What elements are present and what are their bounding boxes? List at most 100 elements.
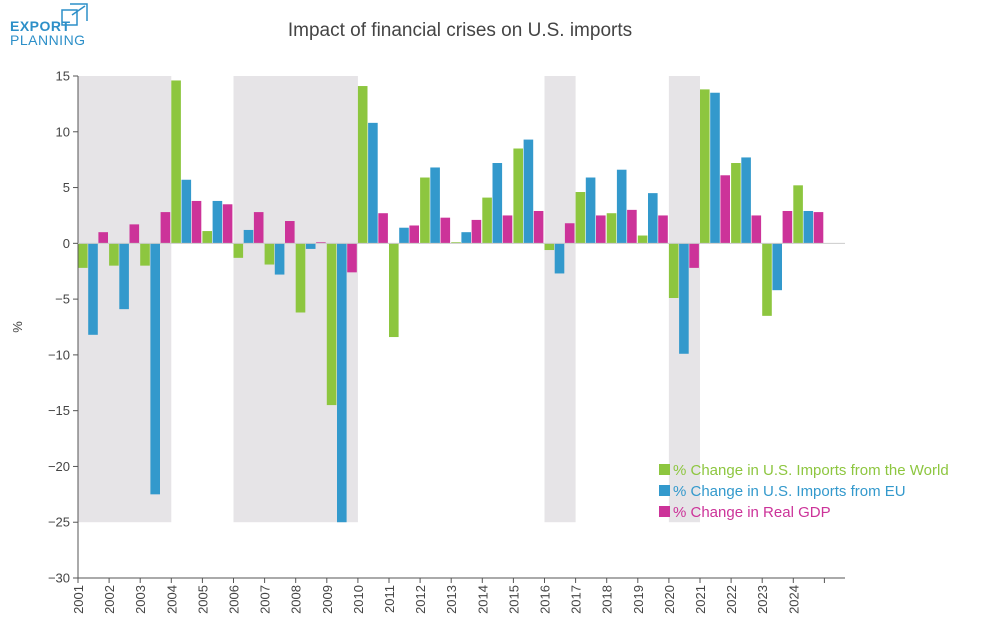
x-tick-label: 2008 [289, 585, 304, 614]
bar-world-2019 [637, 235, 648, 244]
bar-eu-2013 [461, 232, 471, 244]
bar-gdp-2014 [502, 215, 513, 244]
chart-title: Impact of financial crises on U.S. impor… [288, 20, 632, 41]
bar-eu-2016 [554, 243, 565, 274]
bar-eu-2011 [399, 227, 409, 244]
y-tick-label: −30 [48, 571, 70, 586]
bar-world-2012 [420, 177, 430, 244]
bar-gdp-2015 [533, 210, 544, 244]
bar-gdp-2001 [98, 232, 108, 244]
bar-eu-2017 [585, 177, 596, 244]
bar-world-2022 [731, 163, 741, 244]
bar-gdp-2024 [813, 212, 824, 244]
bars-layer [78, 80, 824, 523]
legend-swatch-eu [659, 485, 670, 496]
bar-gdp-2019 [658, 215, 668, 244]
bar-eu-2006 [243, 229, 254, 244]
bar-gdp-2012 [440, 217, 451, 244]
bar-world-2009 [326, 243, 337, 406]
y-tick-label: −5 [55, 292, 70, 307]
bar-gdp-2017 [596, 215, 606, 244]
bar-world-2005 [202, 231, 212, 244]
x-tick-label: 2006 [227, 585, 242, 614]
bar-eu-2023 [772, 243, 782, 291]
bar-world-2020 [668, 243, 679, 298]
y-tick-label: 5 [63, 180, 70, 195]
bar-eu-2010 [368, 122, 378, 244]
bar-eu-2019 [648, 193, 658, 244]
y-tick-label: 10 [56, 124, 70, 139]
bar-gdp-2016 [564, 223, 575, 244]
bar-eu-2014 [492, 163, 503, 244]
x-tick-label: 2007 [258, 585, 273, 614]
bar-world-2017 [575, 192, 586, 244]
x-tick-label: 2021 [693, 585, 708, 614]
crisis-period-2016-2016 [544, 76, 576, 523]
bar-world-2001 [78, 243, 88, 268]
x-tick-label: 2004 [164, 585, 179, 614]
bar-world-2004 [171, 80, 181, 244]
bar-gdp-2011 [409, 225, 419, 244]
bar-eu-2001 [88, 243, 98, 335]
bar-eu-2015 [523, 139, 534, 244]
bar-eu-2008 [305, 243, 316, 249]
x-tick-label: 2024 [786, 585, 801, 614]
x-tick-label: 2018 [600, 585, 615, 614]
x-tick-label: 2015 [506, 585, 521, 614]
legend: % Change in U.S. Imports from the World%… [659, 462, 949, 521]
x-tick-label: 2011 [382, 585, 397, 613]
y-tick-label: −20 [48, 459, 70, 474]
bar-eu-2007 [274, 243, 285, 275]
bar-world-2006 [233, 243, 244, 258]
y-tick-label: 15 [56, 69, 70, 84]
bar-eu-2009 [337, 243, 347, 523]
legend-label-world: % Change in U.S. Imports from the World [673, 462, 949, 479]
bar-world-2013 [451, 242, 461, 244]
x-tick-label: 2017 [569, 585, 584, 614]
bar-eu-2021 [710, 92, 720, 244]
bar-gdp-2018 [627, 209, 637, 244]
x-tick-label: 2009 [320, 585, 335, 614]
bar-eu-2018 [616, 169, 627, 244]
bar-world-2024 [793, 185, 803, 244]
x-tick-label: 2003 [133, 585, 148, 614]
bar-world-2003 [140, 243, 150, 266]
bar-gdp-2009 [347, 243, 357, 273]
bar-gdp-2002 [129, 224, 140, 244]
bar-world-2015 [513, 148, 523, 244]
bar-eu-2024 [803, 210, 814, 244]
bar-world-2007 [264, 243, 275, 265]
legend-swatch-gdp [659, 506, 670, 517]
y-tick-label: −25 [48, 515, 70, 530]
bar-world-2023 [762, 243, 772, 316]
bar-world-2018 [606, 213, 617, 244]
bar-eu-2012 [430, 167, 440, 244]
bar-gdp-2005 [222, 204, 233, 244]
bar-gdp-2021 [720, 175, 730, 244]
bar-eu-2020 [679, 243, 689, 354]
bar-gdp-2022 [751, 215, 762, 244]
bar-eu-2005 [212, 200, 223, 244]
x-tick-label: 2019 [631, 585, 646, 614]
x-tick-label: 2020 [662, 585, 677, 614]
bar-gdp-2010 [378, 213, 388, 244]
bar-world-2014 [482, 197, 492, 244]
y-tick-label: −15 [48, 403, 70, 418]
bar-gdp-2006 [253, 212, 264, 244]
export-planning-logo: EXPORT PLANNING [10, 3, 88, 48]
bar-eu-2004 [181, 179, 192, 244]
bar-eu-2022 [741, 157, 751, 244]
logo-line1: EXPORT [10, 18, 71, 34]
logo-icon [61, 3, 88, 26]
x-tick-label: 2023 [755, 585, 770, 614]
y-tick-label: −10 [48, 347, 70, 362]
bar-gdp-2008 [316, 242, 326, 244]
bar-eu-2002 [119, 243, 129, 310]
logo-line2: PLANNING [10, 32, 86, 48]
x-tick-label: 2022 [724, 585, 739, 614]
x-tick-label: 2005 [195, 585, 210, 614]
legend-label-eu: % Change in U.S. Imports from EU [673, 483, 906, 500]
bar-world-2008 [295, 243, 306, 313]
